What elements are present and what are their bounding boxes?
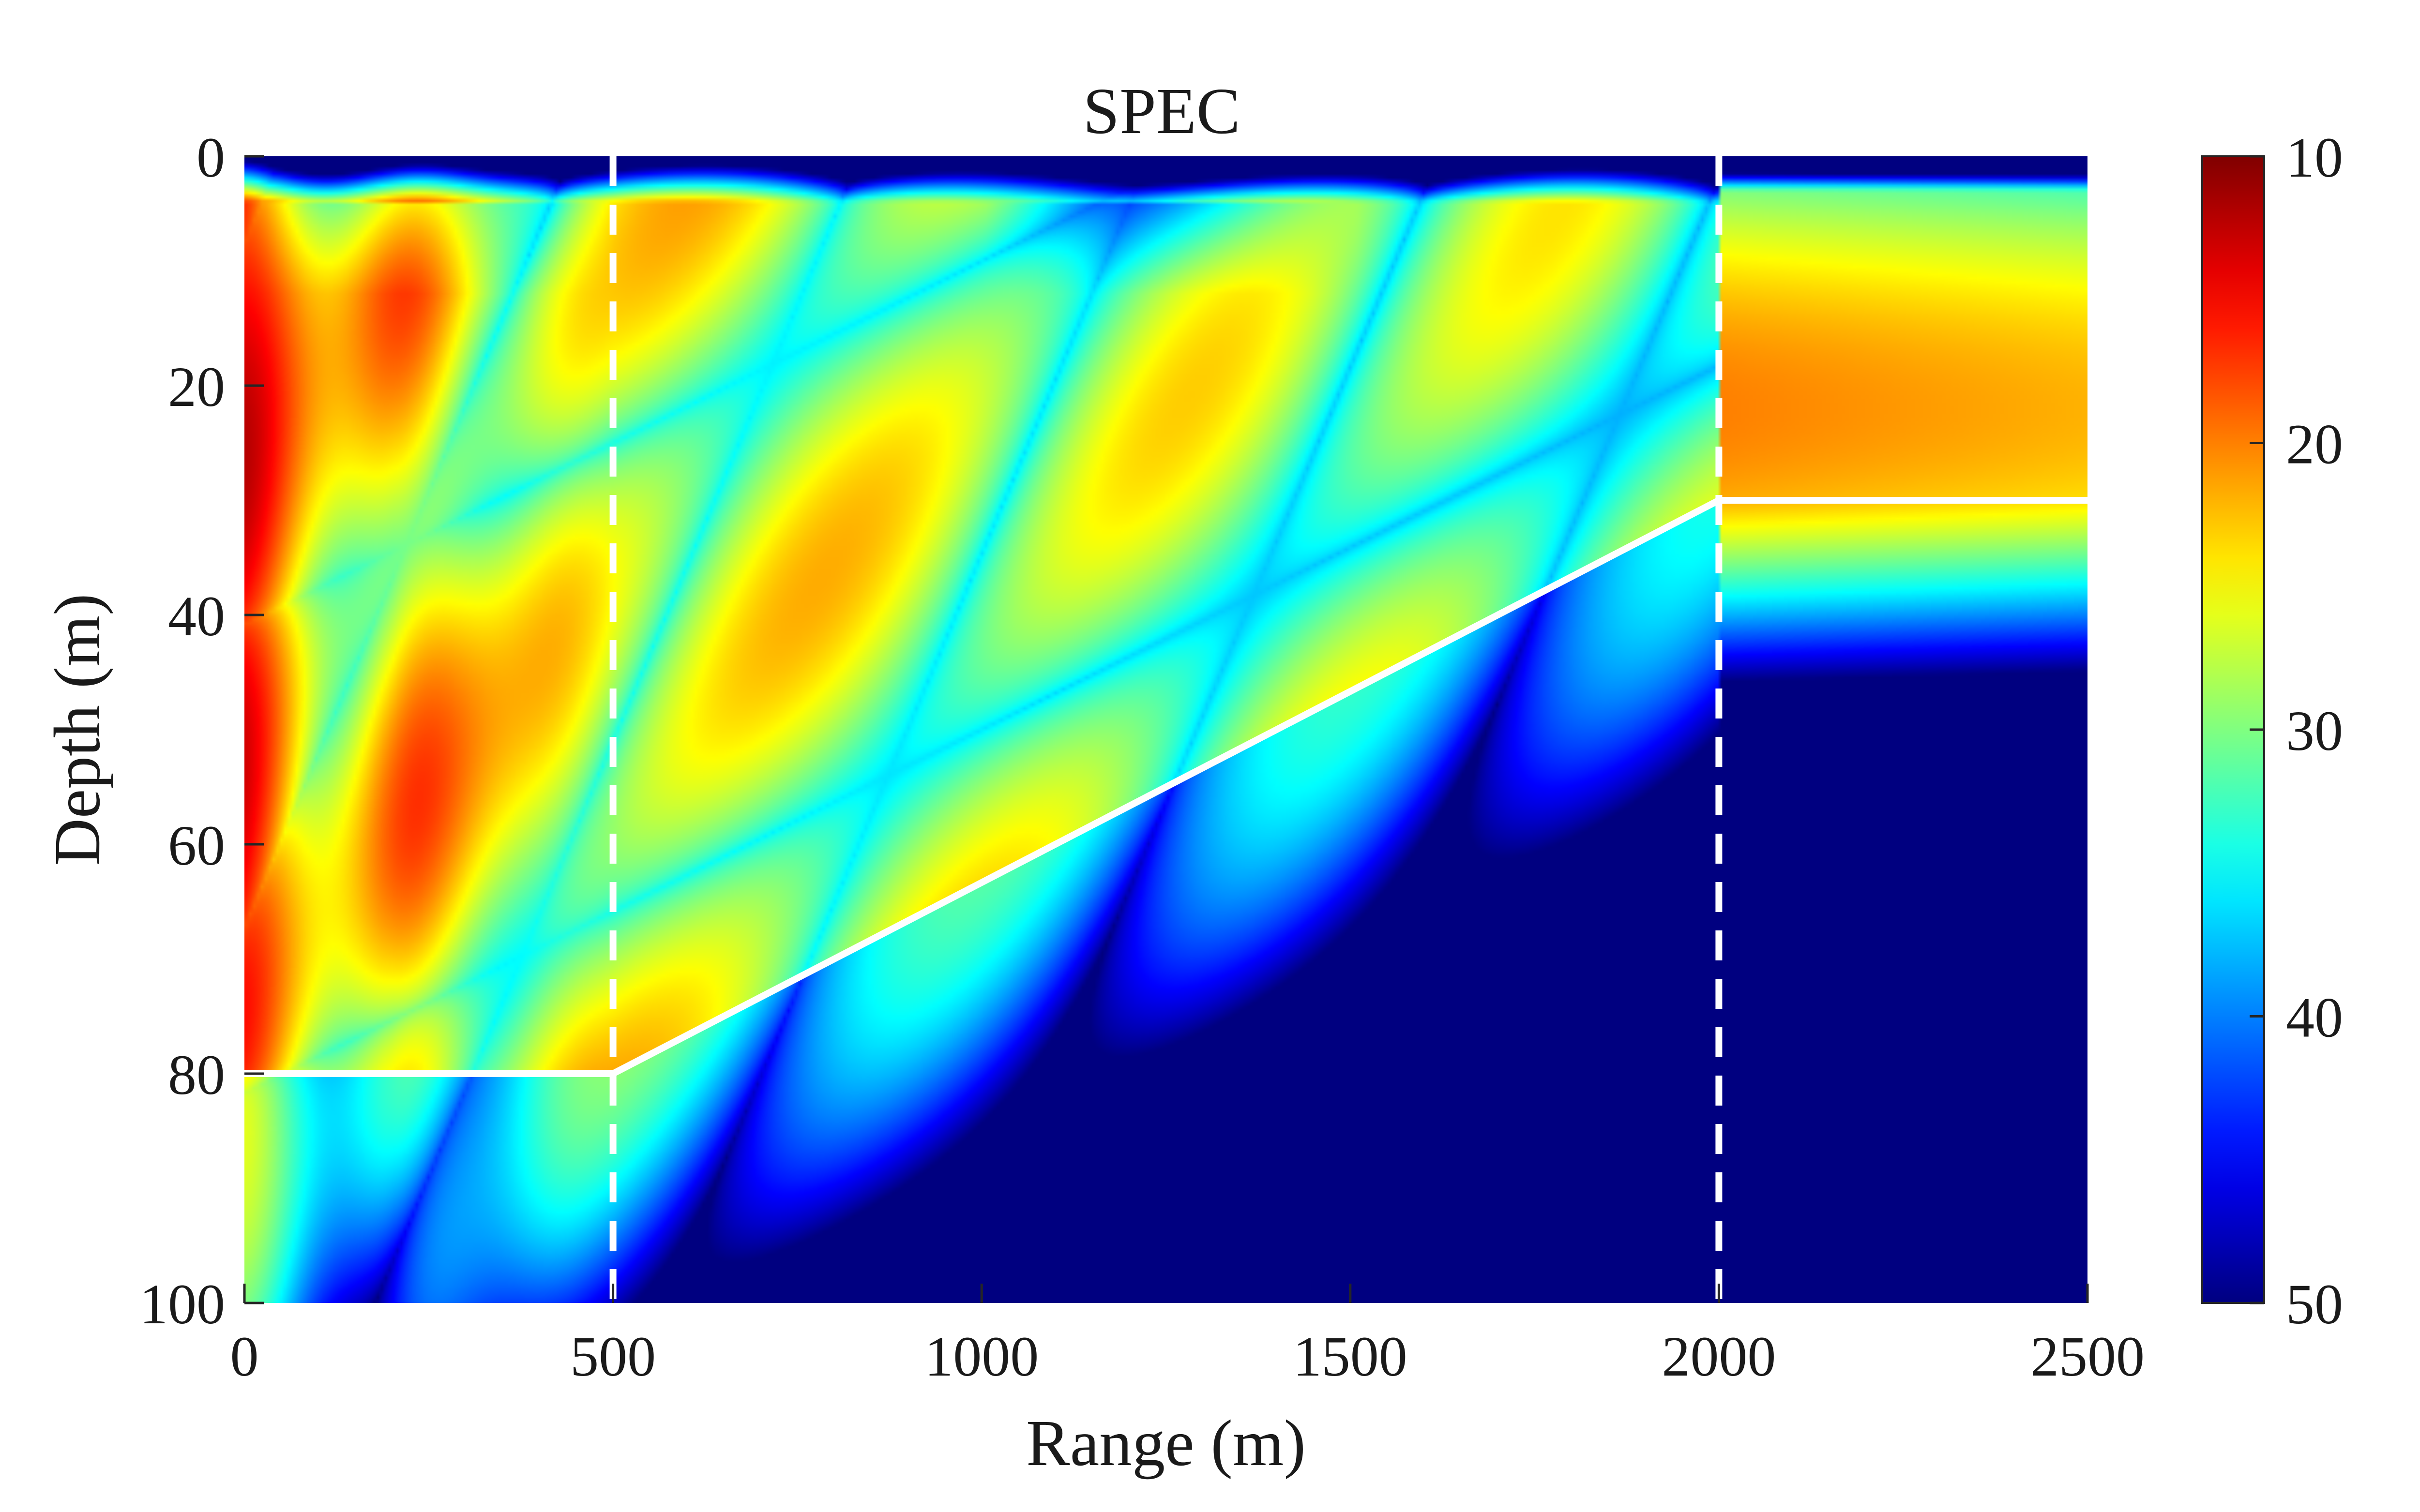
colorbar-tick-label: 10 [2286,126,2343,189]
heatmap-field [244,156,2087,1303]
x-tick-label: 1500 [1293,1325,1407,1388]
plot-area [244,156,2087,1303]
colorbar-tick-label: 20 [2286,413,2343,476]
x-tick-label: 1000 [924,1325,1039,1388]
y-tick-label: 0 [197,126,225,189]
colorbar-tick-label: 30 [2286,699,2343,763]
y-tick-label: 100 [139,1272,225,1336]
x-tick-label: 500 [570,1325,656,1388]
y-axis-label: Depth (m) [41,594,114,866]
x-tick-label: 0 [230,1325,259,1388]
x-axis: 0 500 1000 1500 2000 2500 [230,1284,2145,1388]
x-tick-label: 2500 [2030,1325,2145,1388]
y-tick-label: 80 [168,1043,225,1107]
y-tick-label: 20 [168,355,225,419]
seabed-line [244,497,2087,1077]
chart-title: SPEC [1083,75,1240,148]
y-tick-label: 40 [168,584,225,648]
colorbar: 10 20 30 40 50 [2201,126,2343,1336]
colorbar-tick-label: 50 [2286,1272,2343,1336]
x-tick-label: 2000 [1662,1325,1776,1388]
y-tick-label: 60 [168,814,225,877]
y-axis: 0 20 40 60 80 100 [139,126,264,1336]
x-axis-label: Range (m) [1026,1407,1306,1480]
colorbar-tick-label: 40 [2286,986,2343,1049]
